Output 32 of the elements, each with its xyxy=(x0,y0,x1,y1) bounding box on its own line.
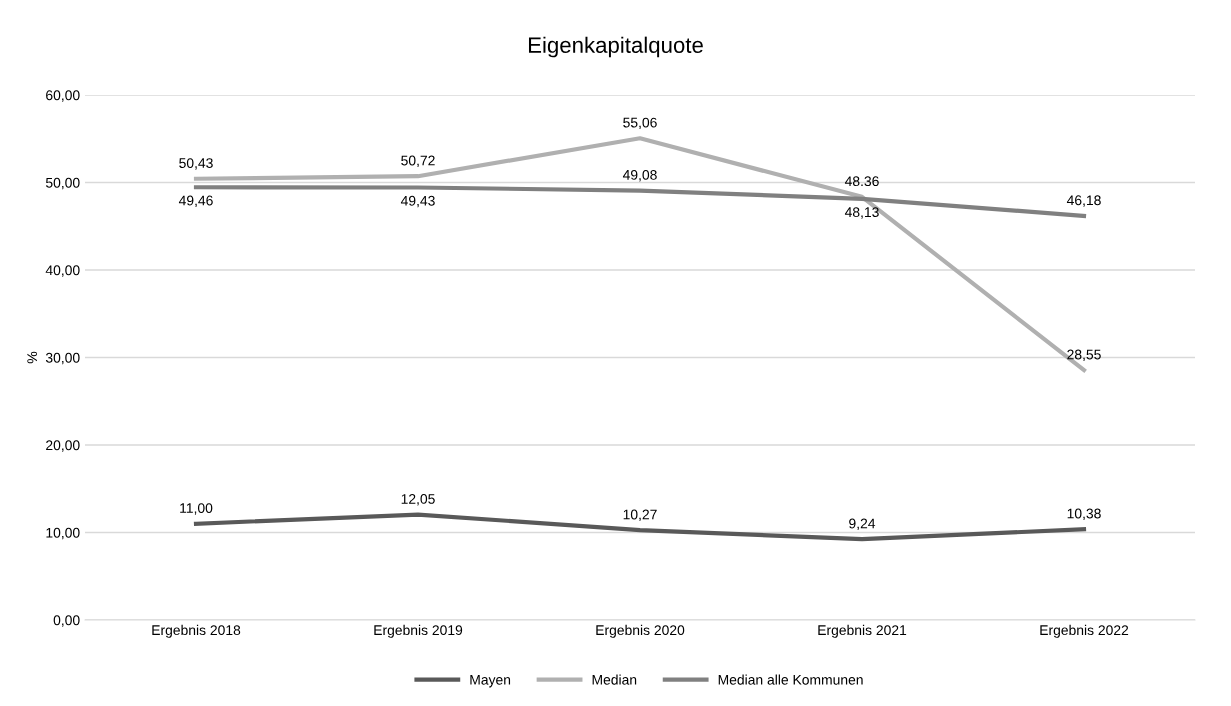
data-label: 49,08 xyxy=(622,169,657,182)
data-label: 50,72 xyxy=(401,155,435,168)
data-label: 11,00 xyxy=(180,503,213,515)
x-tick-label: Ergebnis 2019 xyxy=(374,624,463,638)
legend-label: Mayen xyxy=(470,675,511,688)
x-tick-label: Ergebnis 2020 xyxy=(596,624,685,638)
y-tick-label: 40,00 xyxy=(45,265,80,277)
legend-label: Median alle Kommunen xyxy=(718,674,863,685)
data-label: 49,46 xyxy=(178,195,213,208)
chart-title: Eigenkapitalquote xyxy=(528,36,703,58)
data-label: 10,27 xyxy=(623,509,657,522)
data-label: 49,43 xyxy=(400,195,435,208)
y-axis-title: % xyxy=(27,351,38,364)
y-tick-label: 10,00 xyxy=(46,527,80,540)
y-tick-label: 50,00 xyxy=(45,177,80,190)
y-tick-label: 60,00 xyxy=(46,90,80,102)
data-label: 12,05 xyxy=(401,493,435,506)
data-label: 46,18 xyxy=(1066,195,1101,207)
x-tick-label: Ergebnis 2018 xyxy=(152,624,241,638)
y-tick-label: 0,00 xyxy=(53,615,80,627)
y-tick-label: 20,00 xyxy=(46,440,80,452)
data-label: 55,06 xyxy=(623,117,657,130)
data-label: 48,13 xyxy=(844,207,879,219)
data-label: 9,24 xyxy=(849,518,876,531)
legend-label: Median xyxy=(592,674,637,685)
x-tick-label: Ergebnis 2022 xyxy=(1040,624,1129,638)
data-label: 10,38 xyxy=(1067,508,1101,521)
y-tick-label: 30,00 xyxy=(45,352,80,365)
data-label: 50,43 xyxy=(179,158,213,170)
x-tick-label: Ergebnis 2021 xyxy=(818,624,907,638)
data-label: 48.36 xyxy=(844,176,879,187)
data-label: 28,55 xyxy=(1067,349,1101,362)
